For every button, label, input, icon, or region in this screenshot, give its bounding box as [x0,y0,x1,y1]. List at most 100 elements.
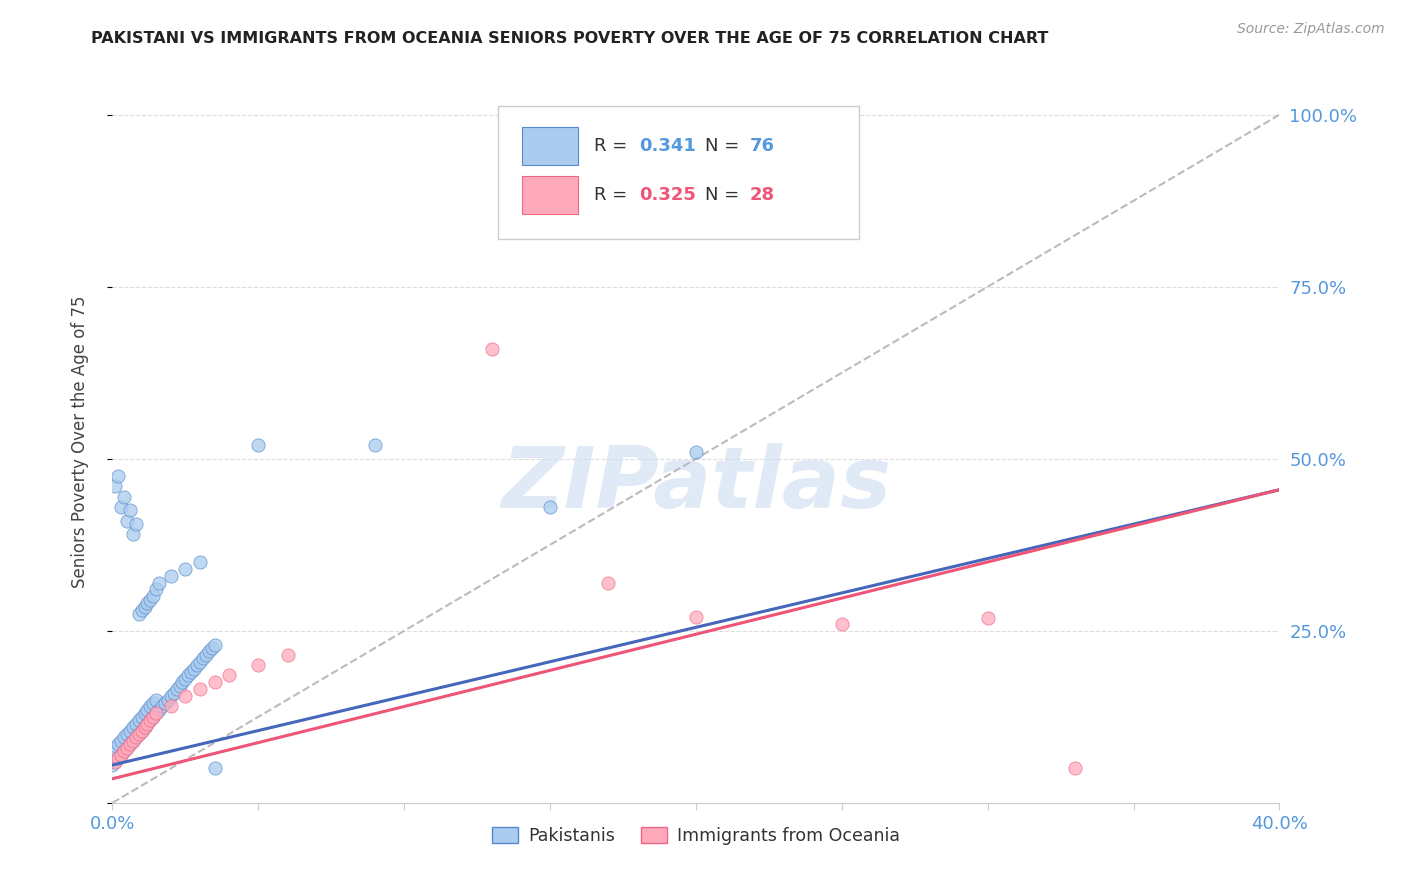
Point [107,737,129,751]
Point [107,469,129,483]
Point [104,755,127,769]
Point [145,582,167,597]
Point [191,651,214,665]
Y-axis label: Seniors Poverty Over the Age of 75: Seniors Poverty Over the Age of 75 [70,295,89,588]
Point [107,751,129,765]
Point [122,734,145,748]
Point [139,713,162,727]
Point [188,555,211,569]
Bar [522,177,578,214]
Point [110,500,132,514]
Point [174,689,197,703]
Point [136,716,159,731]
Point [150,699,173,714]
Point [131,603,153,617]
Point [110,734,132,748]
Point [169,679,191,693]
Point [145,706,167,721]
Point [172,675,194,690]
Point [128,727,150,741]
Point [142,710,165,724]
Point [831,616,853,631]
Point [201,640,224,655]
Point [364,438,387,452]
Point [101,751,124,765]
Point [131,723,153,738]
Point [976,611,998,625]
Point [112,490,135,504]
Point [115,514,138,528]
Point [112,744,135,758]
Point [174,672,197,686]
Point [538,500,561,514]
Point [204,675,226,690]
Point [122,734,145,748]
Point [481,342,503,356]
Point [118,737,141,751]
Text: 76: 76 [749,137,775,155]
Text: 0.341: 0.341 [638,137,696,155]
Point [136,703,159,717]
Point [118,723,141,738]
Point [148,703,170,717]
Point [145,692,167,706]
Point [204,638,226,652]
Bar [522,128,578,165]
Legend: Pakistanis, Immigrants from Oceania: Pakistanis, Immigrants from Oceania [485,820,907,852]
Point [247,438,270,452]
Point [685,445,707,459]
Point [104,740,127,755]
Point [136,716,159,731]
Point [183,662,205,676]
Point [139,699,162,714]
Point [142,710,165,724]
Point [166,682,188,697]
Point [134,599,156,614]
Point [1064,761,1087,775]
Point [118,503,141,517]
Point [131,723,153,738]
Point [139,713,162,727]
Point [142,696,165,710]
Text: R =: R = [595,137,634,155]
Point [153,696,176,710]
Point [125,731,148,745]
Point [156,692,179,706]
Point [128,607,150,621]
Point [115,740,138,755]
Point [188,655,211,669]
Point [160,699,183,714]
Point [204,761,226,775]
Point [118,737,141,751]
Point [197,644,219,658]
Point [128,727,150,741]
Point [276,648,298,662]
Text: N =: N = [706,186,745,204]
Point [125,731,148,745]
Point [134,720,156,734]
Point [115,740,138,755]
Point [122,720,145,734]
Point [107,751,129,765]
Text: R =: R = [595,186,634,204]
Text: ZIPatlas: ZIPatlas [501,443,891,526]
Point [104,479,127,493]
Point [125,716,148,731]
Point [134,706,156,721]
Point [142,590,165,604]
Point [160,568,183,582]
Text: N =: N = [706,137,745,155]
Point [174,562,197,576]
FancyBboxPatch shape [498,105,859,239]
Point [598,575,620,590]
Text: 0.325: 0.325 [638,186,696,204]
Point [218,668,240,682]
Point [145,706,167,721]
Point [186,658,208,673]
Point [139,592,162,607]
Point [112,731,135,745]
Point [685,610,707,624]
Point [112,744,135,758]
Point [128,713,150,727]
Point [136,596,159,610]
